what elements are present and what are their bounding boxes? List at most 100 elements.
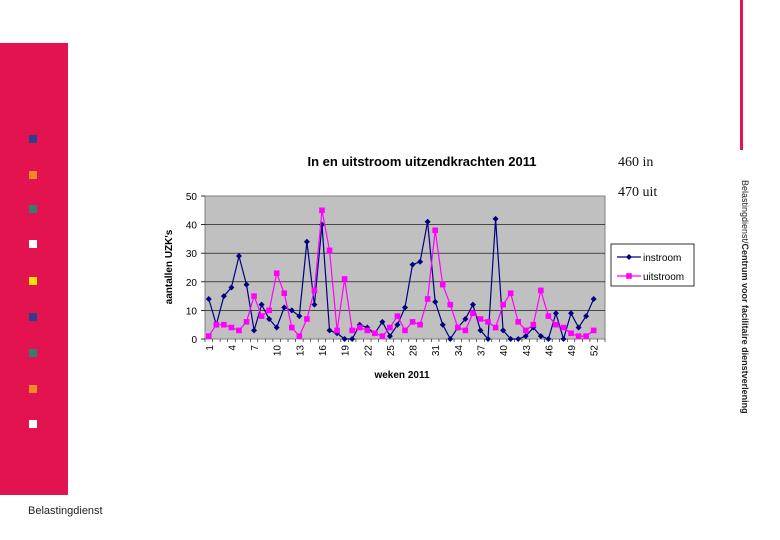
- data-point: [530, 321, 537, 328]
- data-point: [228, 284, 235, 291]
- data-point: [303, 238, 310, 245]
- y-tick-label: 0: [191, 335, 197, 346]
- data-point: [462, 315, 469, 322]
- data-point: [304, 316, 310, 322]
- data-point: [432, 298, 439, 305]
- data-point: [386, 333, 393, 340]
- data-point: [522, 327, 529, 334]
- data-point: [288, 307, 295, 314]
- data-point: [402, 327, 408, 334]
- series-line-uitstroom: [208, 210, 595, 338]
- accent-sidebar: [0, 43, 68, 495]
- legend: [610, 243, 695, 287]
- y-tick-label: 30: [186, 249, 198, 260]
- data-point: [213, 321, 220, 328]
- data-point: [349, 336, 356, 342]
- data-point: [447, 336, 454, 342]
- data-point: [515, 319, 522, 325]
- data-point: [439, 281, 446, 288]
- data-point: [251, 327, 258, 334]
- data-point: [500, 327, 507, 334]
- data-point: [522, 333, 529, 340]
- data-point: [228, 324, 235, 331]
- data-point: [220, 293, 227, 300]
- data-point: [281, 290, 288, 297]
- data-point: [568, 330, 574, 337]
- data-point: [387, 324, 393, 331]
- data-point: [266, 315, 273, 322]
- data-point: [326, 247, 333, 254]
- x-tick-label: 10: [273, 345, 284, 357]
- data-point: [235, 253, 242, 260]
- x-tick-label: 16: [318, 345, 329, 357]
- chart-title: In en uitstroom uitzendkrachten 2011: [308, 154, 537, 169]
- data-point: [266, 307, 272, 314]
- data-point: [296, 333, 303, 339]
- x-tick-label: 19: [341, 345, 352, 357]
- data-point: [560, 336, 567, 342]
- data-point: [583, 313, 590, 320]
- sidebar-bullet: [29, 349, 37, 357]
- data-point: [568, 310, 575, 317]
- data-point: [417, 258, 424, 265]
- legend-label: instroom: [643, 253, 681, 264]
- data-point: [251, 293, 257, 299]
- sidebar-bullet: [29, 205, 37, 213]
- data-point: [409, 319, 416, 325]
- data-point: [288, 324, 295, 331]
- data-point: [379, 318, 386, 325]
- x-tick-label: 49: [567, 345, 578, 357]
- data-point: [243, 281, 250, 288]
- data-point: [477, 316, 484, 322]
- data-point: [409, 261, 416, 268]
- data-point: [515, 336, 522, 342]
- data-point: [470, 310, 476, 317]
- x-tick-label: 7: [250, 345, 261, 351]
- data-point: [455, 324, 461, 331]
- x-tick-label: 37: [476, 345, 487, 357]
- data-point: [424, 218, 431, 225]
- x-axis-label: weken 2011: [373, 370, 429, 381]
- data-point: [402, 304, 408, 311]
- series-line-instroom: [208, 218, 595, 342]
- x-tick-label: 28: [409, 345, 420, 357]
- data-point: [507, 336, 514, 342]
- data-point: [372, 330, 378, 337]
- data-point: [485, 336, 492, 342]
- data-point: [560, 324, 567, 331]
- data-point: [236, 327, 242, 334]
- data-point: [477, 327, 484, 334]
- data-point: [439, 321, 446, 328]
- x-tick-label: 34: [454, 345, 465, 357]
- x-tick-label: 1: [205, 345, 216, 351]
- data-point: [341, 336, 348, 342]
- data-point: [296, 313, 303, 320]
- data-point: [205, 295, 212, 302]
- data-point: [334, 327, 340, 334]
- x-tick-label: 13: [295, 345, 306, 357]
- data-point: [500, 301, 506, 308]
- data-point: [590, 327, 597, 334]
- plot-area: [204, 195, 606, 340]
- data-point: [432, 227, 438, 234]
- x-tick-label: 52: [590, 345, 601, 357]
- data-point: [243, 319, 250, 325]
- data-point: [626, 254, 632, 260]
- data-point: [417, 321, 423, 328]
- sidebar-bullet: [29, 385, 37, 393]
- data-point: [364, 327, 371, 334]
- y-tick-label: 50: [186, 192, 198, 203]
- stat-uit: 470 uit: [618, 185, 658, 200]
- data-point: [575, 333, 582, 339]
- data-point: [469, 301, 476, 308]
- data-point: [356, 324, 363, 331]
- data-point: [281, 304, 288, 311]
- data-point: [590, 295, 597, 302]
- data-point: [311, 301, 318, 308]
- data-point: [221, 321, 227, 328]
- data-point: [485, 319, 491, 325]
- data-point: [626, 273, 632, 279]
- x-tick-label: 4: [227, 345, 238, 351]
- data-point: [447, 301, 454, 308]
- data-point: [583, 333, 589, 339]
